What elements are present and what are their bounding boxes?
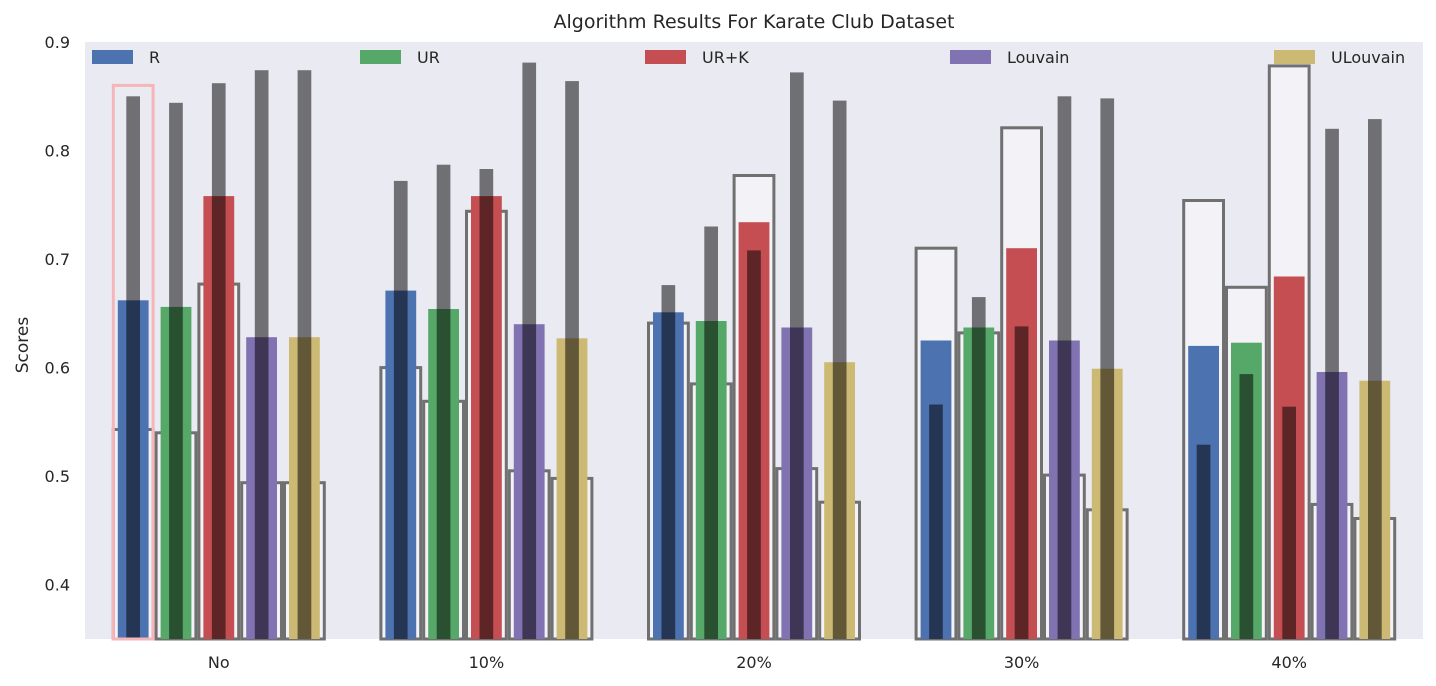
- legend-swatch: [645, 50, 686, 64]
- inner-dark-bar: [1196, 444, 1211, 639]
- inner-dark-bar: [436, 164, 451, 639]
- inner-dark-bar: [929, 404, 943, 639]
- y-tick-label: 0.7: [45, 250, 70, 269]
- legend-label: ULouvain: [1331, 48, 1405, 67]
- inner-dark-bar: [790, 72, 804, 639]
- inner-dark-bar: [747, 250, 761, 639]
- inner-dark-bar: [297, 70, 312, 639]
- inner-dark-bar: [1325, 128, 1339, 640]
- x-tick-label: 40%: [1271, 653, 1307, 672]
- legend: R UR UR+K Louvain ULouvain: [92, 48, 1405, 67]
- x-tick-label: No: [208, 653, 230, 672]
- inner-dark-bar: [971, 297, 986, 639]
- inner-dark-bar: [661, 285, 676, 639]
- inner-dark-bar: [1282, 406, 1296, 639]
- inner-dark-bar: [393, 180, 408, 639]
- inner-dark-bar: [565, 81, 579, 640]
- y-axis-label: Scores: [13, 317, 33, 374]
- inner-dark-bar: [479, 169, 494, 639]
- inner-dark-bar: [522, 62, 537, 640]
- inner-dark-bar: [1100, 98, 1115, 639]
- legend-label: R: [149, 48, 160, 67]
- highlight-layer: [111, 83, 155, 641]
- legend-label: Louvain: [1007, 48, 1069, 67]
- inner-dark-bar: [832, 100, 847, 640]
- y-tick-label: 0.8: [45, 142, 70, 161]
- legend-swatch: [950, 50, 991, 64]
- inner-bars-layer: [126, 62, 1382, 640]
- chart-title: Algorithm Results For Karate Club Datase…: [554, 11, 955, 33]
- y-tick-label: 0.9: [45, 33, 70, 52]
- inner-dark-bar: [1239, 374, 1254, 639]
- legend-swatch: [360, 50, 401, 64]
- inner-dark-bar: [1014, 326, 1029, 639]
- legend-label: UR+K: [702, 48, 749, 67]
- y-tick-label: 0.6: [45, 359, 70, 378]
- highlight-box: [111, 83, 155, 641]
- x-axis-ticks: No 10% 20% 30% 40%: [208, 653, 1307, 672]
- y-axis-ticks: 0.4 0.5 0.6 0.7 0.8 0.9: [45, 33, 70, 595]
- legend-swatch: [1274, 50, 1315, 64]
- legend-label: UR: [417, 48, 440, 67]
- x-tick-label: 10%: [469, 653, 505, 672]
- inner-dark-bar: [704, 226, 718, 639]
- inner-dark-bar: [169, 102, 183, 640]
- inner-dark-bar: [1057, 96, 1072, 640]
- inner-dark-bar: [211, 83, 226, 639]
- inner-dark-bar: [254, 70, 269, 639]
- y-tick-label: 0.4: [45, 576, 70, 595]
- y-tick-label: 0.5: [45, 467, 70, 486]
- x-tick-label: 20%: [736, 653, 772, 672]
- legend-swatch: [92, 50, 133, 64]
- inner-dark-bar: [126, 96, 140, 640]
- x-tick-label: 30%: [1004, 653, 1040, 672]
- inner-dark-bar: [1368, 119, 1382, 640]
